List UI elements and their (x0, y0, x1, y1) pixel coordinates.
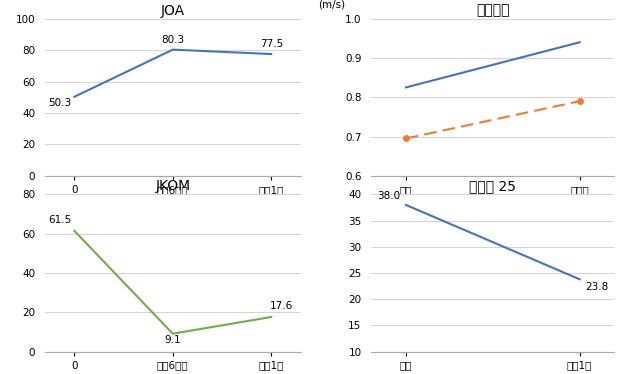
Text: 77.5: 77.5 (260, 39, 283, 49)
Title: ロコモ 25: ロコモ 25 (469, 179, 516, 193)
Text: 38.0: 38.0 (377, 191, 400, 201)
Text: 9.1: 9.1 (164, 335, 181, 346)
Text: 50.3: 50.3 (48, 98, 71, 108)
Legend: 正常, 低骨格筋量: 正常, 低骨格筋量 (442, 215, 568, 236)
Text: 17.6: 17.6 (269, 301, 292, 311)
Text: 61.5: 61.5 (48, 215, 71, 225)
Text: 80.3: 80.3 (161, 35, 184, 45)
Text: 23.8: 23.8 (586, 282, 609, 292)
Text: (m/s): (m/s) (317, 0, 345, 9)
Title: JOA: JOA (161, 3, 185, 18)
Title: 歩行速度: 歩行速度 (476, 3, 509, 18)
Title: JKOM: JKOM (156, 179, 190, 193)
